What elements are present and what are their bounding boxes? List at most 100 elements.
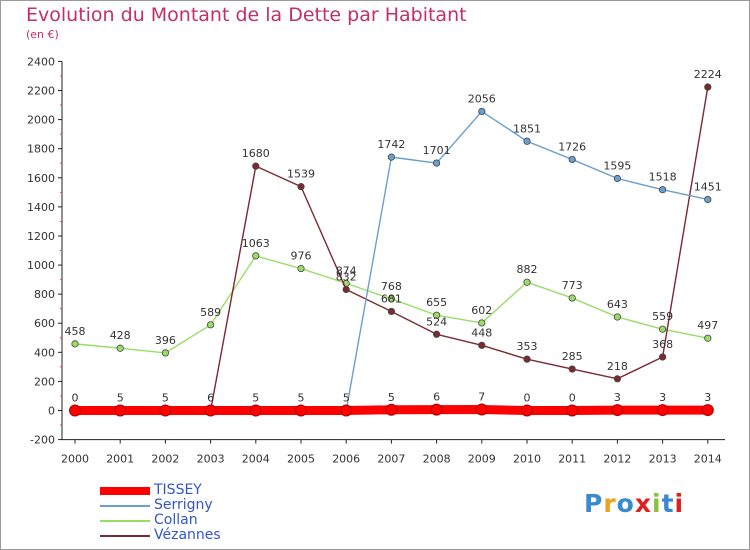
data-point: [71, 340, 79, 348]
data-label: 602: [471, 304, 492, 317]
data-label: 681: [381, 292, 402, 305]
data-label: 1063: [242, 237, 270, 250]
x-tick-label: 2004: [242, 453, 270, 466]
logo-letter: r: [603, 489, 617, 518]
data-point: [252, 162, 260, 170]
data-point: [204, 404, 217, 417]
y-tick-label: 1600: [27, 172, 55, 185]
data-point: [611, 404, 624, 417]
data-point: [385, 403, 398, 416]
data-label: 1726: [558, 140, 586, 153]
legend-label: Serrigny: [154, 497, 213, 513]
data-label: 1701: [423, 144, 451, 157]
data-label: 2056: [468, 92, 496, 105]
x-tick-label: 2001: [106, 453, 134, 466]
logo-letter: i: [674, 489, 685, 518]
data-point: [114, 404, 127, 417]
y-tick-label: 1000: [27, 259, 55, 272]
data-point: [478, 107, 486, 116]
data-label: 353: [517, 340, 538, 353]
data-label: 524: [426, 315, 447, 328]
data-point: [159, 404, 172, 417]
data-label: 3: [659, 391, 666, 404]
data-label: 1680: [242, 147, 270, 160]
data-label: 6: [433, 391, 440, 404]
y-tick-label: 2000: [27, 114, 55, 127]
data-label: 5: [117, 392, 124, 405]
data-point: [523, 355, 531, 363]
x-tick-label: 2005: [287, 453, 315, 466]
chart-subtitle: (en €): [26, 28, 59, 41]
data-label: 448: [471, 326, 492, 339]
proxiti-logo: Proxiti: [584, 489, 684, 518]
data-point: [478, 341, 486, 349]
data-point: [116, 344, 124, 352]
data-label: 1742: [377, 138, 405, 151]
legend-item-collan: Collan: [100, 513, 300, 528]
legend-swatch: [100, 520, 150, 522]
data-point: [207, 321, 215, 329]
data-label: 0: [524, 392, 531, 405]
data-label: 1595: [603, 160, 631, 173]
data-point: [568, 365, 576, 373]
data-point: [297, 264, 305, 273]
x-tick-label: 2013: [649, 453, 677, 466]
data-label: 5: [252, 392, 259, 405]
data-point: [387, 295, 395, 303]
logo-letter: t: [661, 489, 675, 518]
legend-item-serrigny: Serrigny: [100, 498, 300, 513]
data-label: 458: [65, 325, 86, 338]
chart-axes: -200020040060080010001200140016001800200…: [27, 55, 725, 466]
data-point: [704, 195, 712, 204]
chart-legend: TISSEY Serrigny Collan Vézannes: [100, 483, 300, 543]
data-label: 643: [607, 298, 628, 311]
data-point: [342, 285, 350, 294]
y-tick-label: 1400: [27, 201, 55, 214]
data-point: [568, 294, 576, 302]
y-tick-label: -200: [30, 434, 55, 447]
legend-label: TISSEY: [154, 482, 202, 498]
data-label: 5: [298, 392, 305, 405]
data-label: 768: [381, 280, 402, 293]
data-point: [432, 330, 441, 338]
y-tick-label: 400: [34, 346, 55, 359]
x-tick-label: 2008: [423, 453, 451, 466]
data-label: 3: [614, 391, 621, 404]
data-label: 1851: [513, 122, 541, 135]
data-point: [613, 375, 622, 383]
x-tick-label: 2010: [513, 453, 541, 466]
data-point: [521, 404, 533, 417]
data-point: [701, 404, 714, 417]
logo-letter: o: [616, 489, 635, 518]
data-point: [613, 313, 622, 321]
data-label: 832: [336, 270, 357, 283]
logo-letter: P: [584, 489, 604, 518]
data-point: [568, 155, 576, 164]
x-tick-label: 2006: [332, 453, 360, 466]
y-tick-label: 2400: [27, 55, 55, 68]
data-label: 368: [652, 338, 673, 351]
data-point: [475, 403, 488, 416]
legend-label: Collan: [154, 512, 198, 528]
data-label: 1518: [649, 171, 677, 184]
data-label: 5: [162, 392, 169, 405]
data-point: [566, 404, 579, 417]
y-tick-label: 600: [34, 317, 55, 330]
x-tick-label: 2011: [558, 453, 586, 466]
y-tick-label: 2200: [27, 85, 55, 98]
data-label: 218: [607, 360, 628, 373]
data-label: 285: [562, 350, 583, 363]
logo-letter: x: [634, 489, 652, 518]
legend-swatch: [100, 505, 150, 507]
data-point: [252, 252, 260, 260]
x-tick-label: 2000: [61, 453, 89, 466]
y-tick-label: 1200: [27, 230, 55, 243]
data-label: 3: [704, 391, 711, 404]
data-label: 497: [697, 319, 718, 332]
data-point: [430, 403, 443, 416]
data-label: 1539: [287, 168, 315, 181]
x-tick-label: 2009: [468, 453, 496, 466]
